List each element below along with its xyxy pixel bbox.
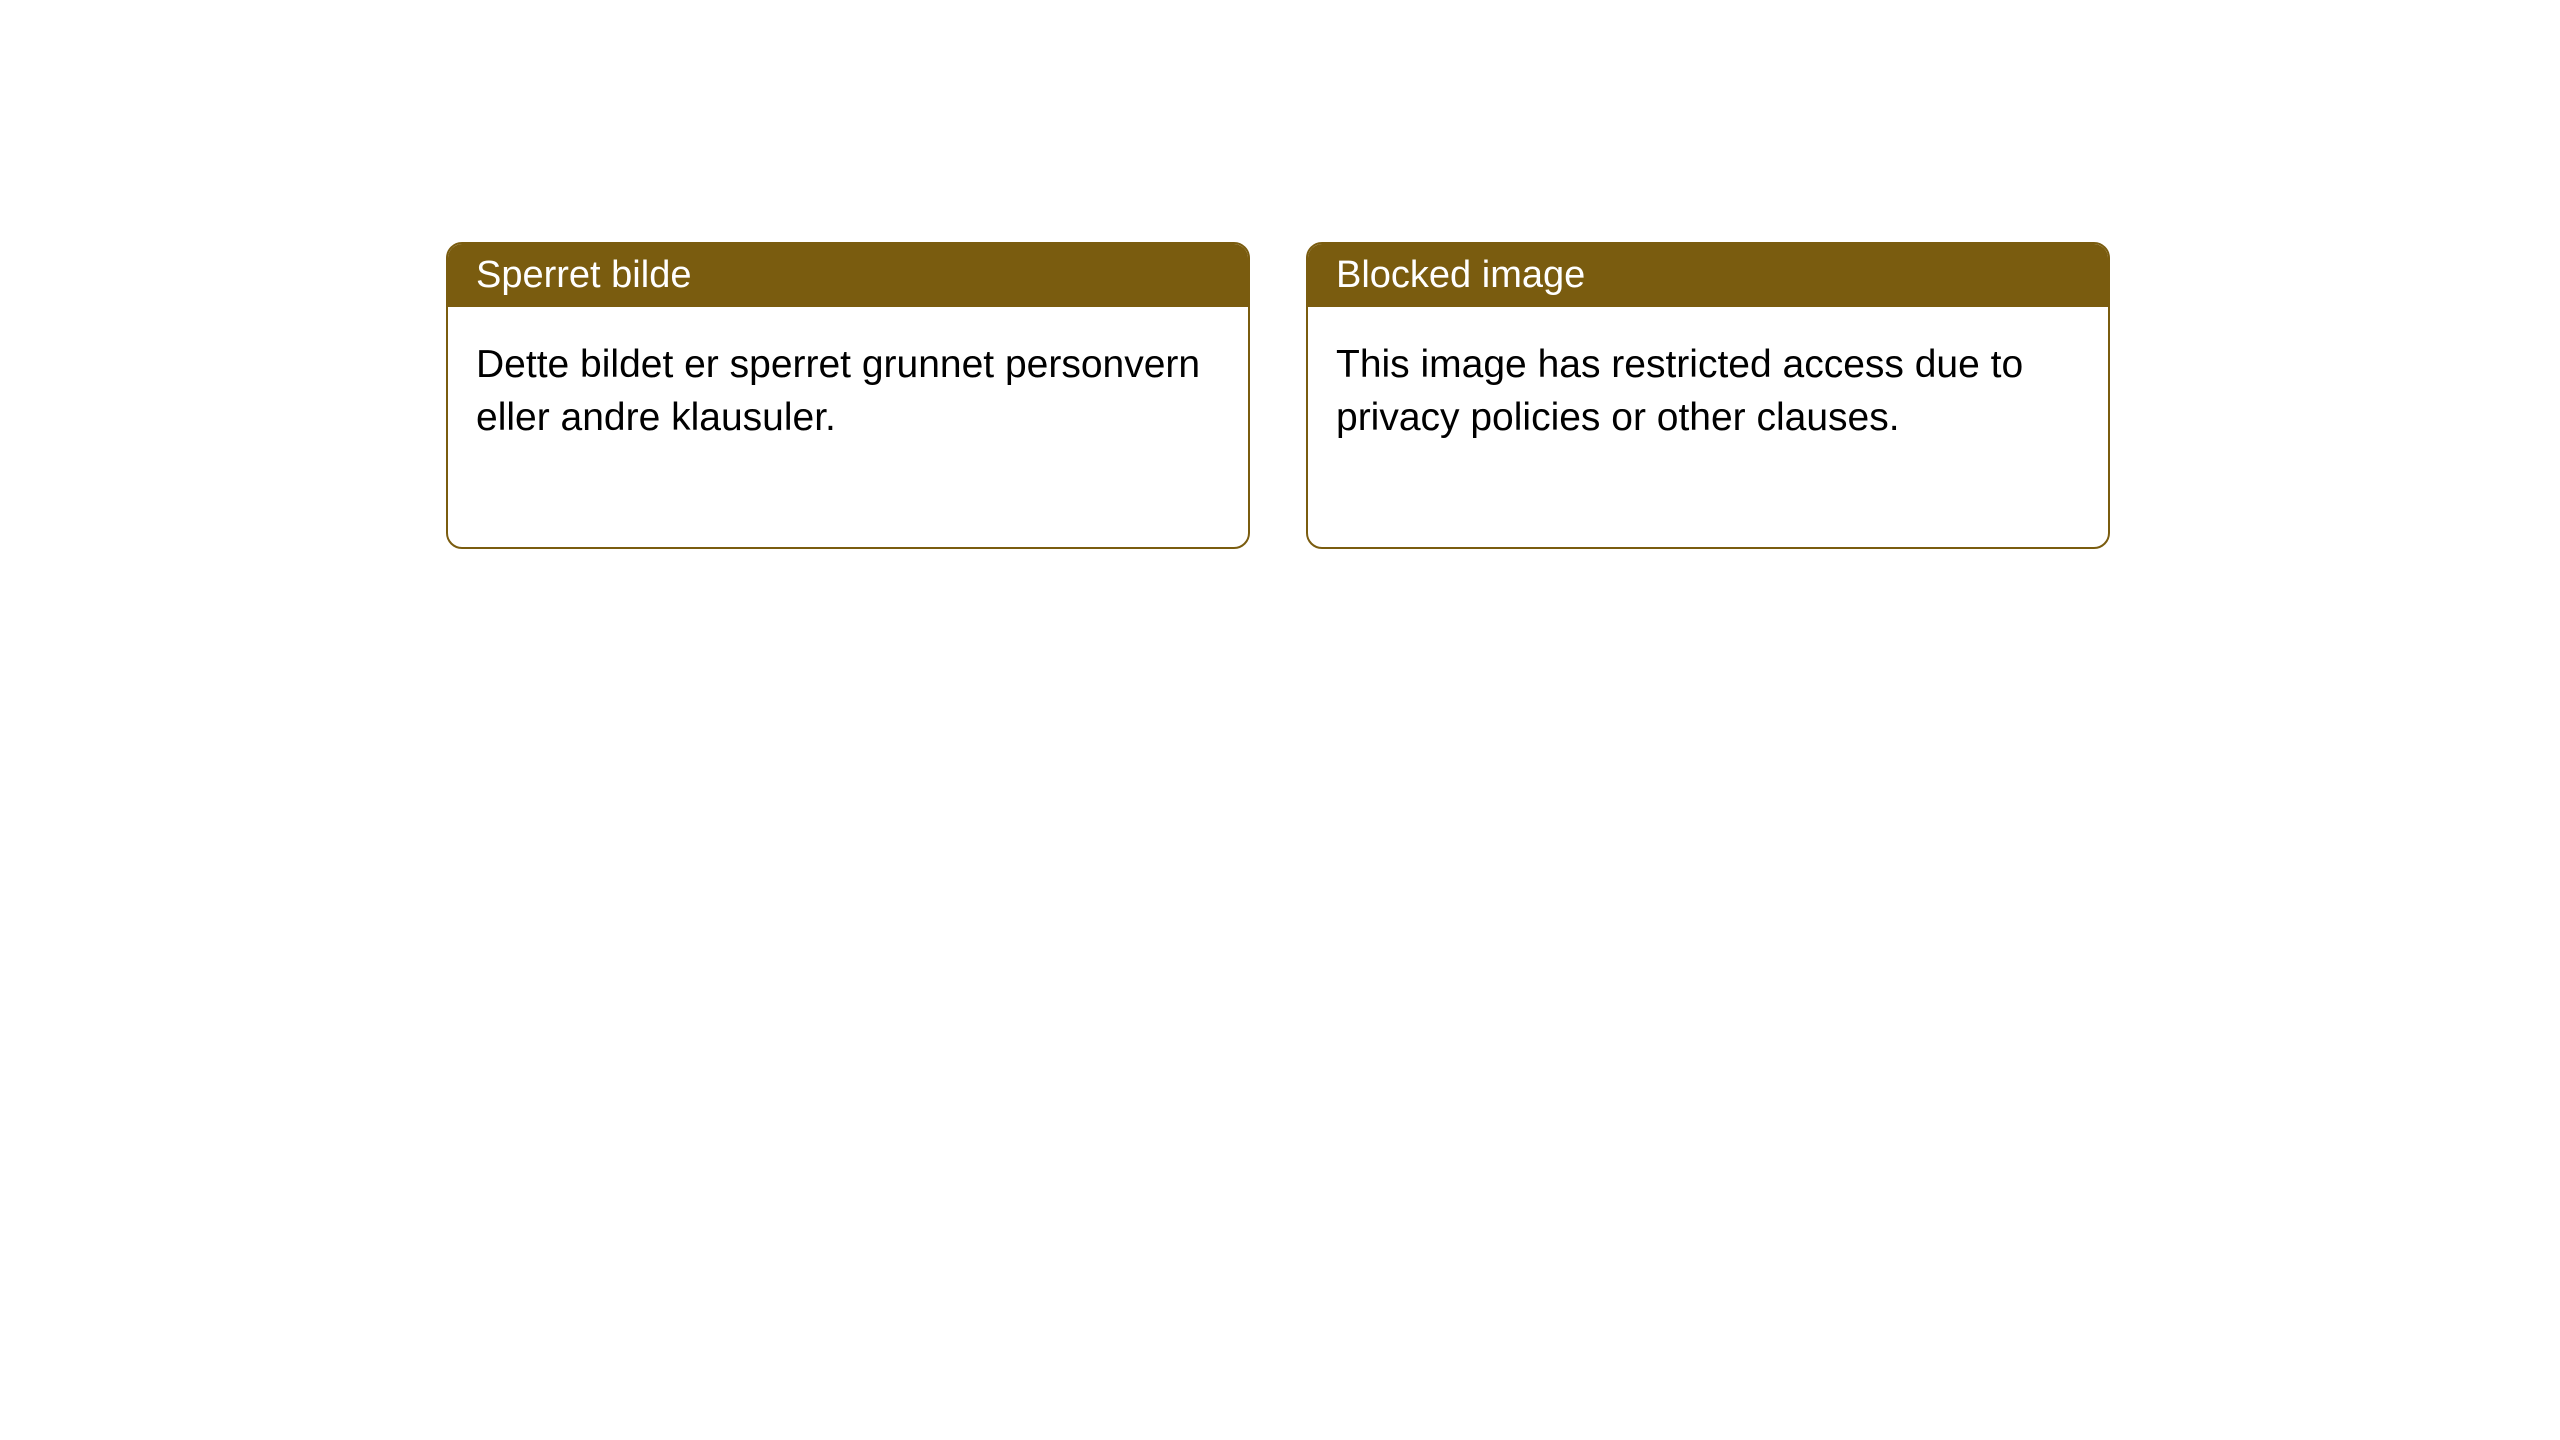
notice-container: Sperret bilde Dette bildet er sperret gr… [446, 242, 2110, 549]
notice-title: Blocked image [1308, 244, 2108, 307]
notice-box-norwegian: Sperret bilde Dette bildet er sperret gr… [446, 242, 1250, 549]
notice-box-english: Blocked image This image has restricted … [1306, 242, 2110, 549]
notice-body: This image has restricted access due to … [1308, 307, 2108, 547]
notice-title: Sperret bilde [448, 244, 1248, 307]
notice-body: Dette bildet er sperret grunnet personve… [448, 307, 1248, 547]
